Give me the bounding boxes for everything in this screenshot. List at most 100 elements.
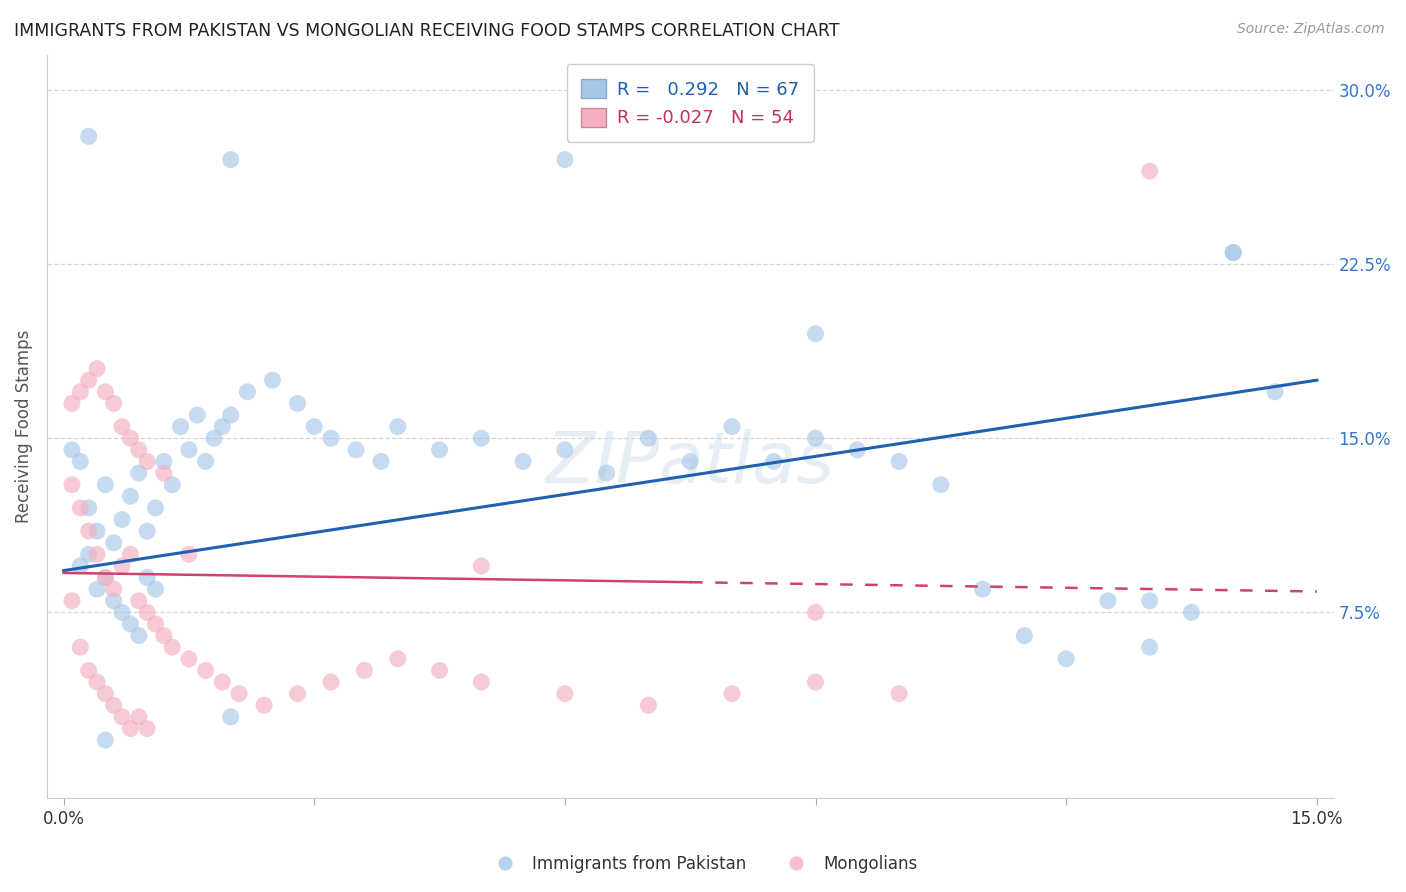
Point xyxy=(219,710,242,724)
Point xyxy=(153,629,176,643)
Point xyxy=(128,710,150,724)
Point xyxy=(1097,594,1119,608)
Point xyxy=(679,454,702,468)
Point xyxy=(60,594,83,608)
Point xyxy=(177,442,200,457)
Point xyxy=(228,687,250,701)
Point xyxy=(136,606,159,620)
Point xyxy=(253,698,276,713)
Point xyxy=(69,640,91,655)
Point xyxy=(470,675,492,690)
Point xyxy=(554,442,576,457)
Point xyxy=(145,582,167,597)
Point xyxy=(120,431,142,445)
Point xyxy=(721,419,744,434)
Point xyxy=(94,733,117,747)
Point xyxy=(387,652,409,666)
Text: ZIPatlas: ZIPatlas xyxy=(546,429,835,499)
Point xyxy=(804,326,827,341)
Point xyxy=(554,687,576,701)
Point xyxy=(103,396,125,410)
Point xyxy=(128,466,150,480)
Point xyxy=(637,431,659,445)
Point xyxy=(77,664,100,678)
Point xyxy=(972,582,994,597)
Point xyxy=(77,373,100,387)
Point xyxy=(236,384,259,399)
Point xyxy=(86,675,108,690)
Point xyxy=(94,570,117,584)
Point xyxy=(169,419,191,434)
Point xyxy=(120,617,142,632)
Point xyxy=(887,454,910,468)
Point xyxy=(429,664,451,678)
Point xyxy=(145,617,167,632)
Point xyxy=(136,570,159,584)
Point xyxy=(86,582,108,597)
Point xyxy=(219,153,242,167)
Point xyxy=(1139,594,1161,608)
Point xyxy=(136,722,159,736)
Point xyxy=(387,419,409,434)
Point xyxy=(470,431,492,445)
Point xyxy=(111,710,134,724)
Point xyxy=(219,408,242,422)
Point xyxy=(86,524,108,538)
Point xyxy=(77,547,100,561)
Legend: R =   0.292   N = 67, R = -0.027   N = 54: R = 0.292 N = 67, R = -0.027 N = 54 xyxy=(567,64,814,142)
Point xyxy=(77,524,100,538)
Point xyxy=(887,687,910,701)
Point xyxy=(94,687,117,701)
Text: IMMIGRANTS FROM PAKISTAN VS MONGOLIAN RECEIVING FOOD STAMPS CORRELATION CHART: IMMIGRANTS FROM PAKISTAN VS MONGOLIAN RE… xyxy=(14,22,839,40)
Point xyxy=(1139,640,1161,655)
Point xyxy=(120,547,142,561)
Point xyxy=(319,675,342,690)
Point xyxy=(846,442,869,457)
Point xyxy=(86,361,108,376)
Point xyxy=(60,477,83,491)
Point xyxy=(145,500,167,515)
Point xyxy=(136,524,159,538)
Point xyxy=(804,606,827,620)
Point xyxy=(202,431,225,445)
Point xyxy=(94,477,117,491)
Point xyxy=(353,664,375,678)
Point xyxy=(69,558,91,573)
Point xyxy=(804,431,827,445)
Point xyxy=(186,408,208,422)
Legend: Immigrants from Pakistan, Mongolians: Immigrants from Pakistan, Mongolians xyxy=(482,848,924,880)
Point xyxy=(1222,245,1244,260)
Point xyxy=(194,454,217,468)
Point xyxy=(262,373,284,387)
Point xyxy=(128,629,150,643)
Point xyxy=(111,419,134,434)
Point xyxy=(287,396,309,410)
Point xyxy=(153,466,176,480)
Point xyxy=(153,454,176,468)
Point xyxy=(177,652,200,666)
Point xyxy=(302,419,325,434)
Text: Source: ZipAtlas.com: Source: ZipAtlas.com xyxy=(1237,22,1385,37)
Point xyxy=(69,454,91,468)
Point xyxy=(287,687,309,701)
Point xyxy=(77,129,100,144)
Point xyxy=(128,442,150,457)
Point xyxy=(103,698,125,713)
Point xyxy=(120,489,142,503)
Point xyxy=(160,640,183,655)
Y-axis label: Receiving Food Stamps: Receiving Food Stamps xyxy=(15,330,32,524)
Point xyxy=(762,454,785,468)
Point xyxy=(804,675,827,690)
Point xyxy=(103,582,125,597)
Point xyxy=(60,396,83,410)
Point xyxy=(370,454,392,468)
Point xyxy=(721,687,744,701)
Point xyxy=(86,547,108,561)
Point xyxy=(103,535,125,549)
Point xyxy=(512,454,534,468)
Point xyxy=(194,664,217,678)
Point xyxy=(69,500,91,515)
Point xyxy=(77,500,100,515)
Point xyxy=(554,153,576,167)
Point xyxy=(160,477,183,491)
